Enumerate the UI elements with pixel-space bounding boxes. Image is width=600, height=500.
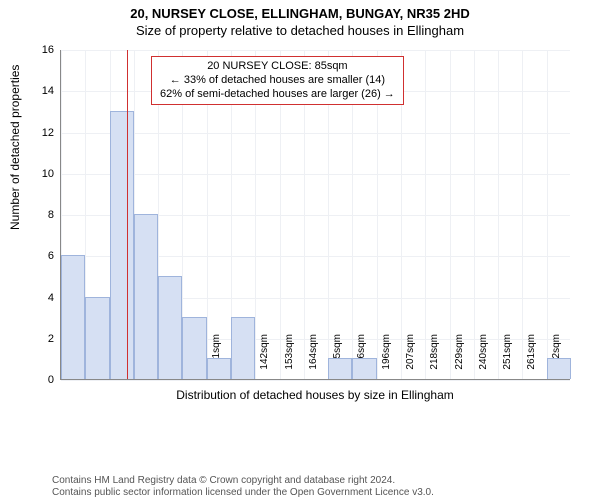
histogram-bar bbox=[110, 111, 134, 379]
gridline-h bbox=[61, 133, 570, 134]
title-subtitle: Size of property relative to detached ho… bbox=[0, 23, 600, 38]
ytick-label: 10 bbox=[24, 168, 54, 180]
callout-line: 62% of semi-detached houses are larger (… bbox=[160, 88, 395, 102]
title-block: 20, NURSEY CLOSE, ELLINGHAM, BUNGAY, NR3… bbox=[0, 0, 600, 38]
gridline-v bbox=[547, 50, 548, 379]
ytick-label: 12 bbox=[24, 127, 54, 139]
xtick-label: 164sqm bbox=[308, 334, 319, 384]
ytick-label: 16 bbox=[24, 44, 54, 56]
title-main: 20, NURSEY CLOSE, ELLINGHAM, BUNGAY, NR3… bbox=[0, 6, 600, 21]
footnote-line1: Contains HM Land Registry data © Crown c… bbox=[52, 475, 434, 487]
callout-box: 20 NURSEY CLOSE: 85sqm← 33% of detached … bbox=[151, 56, 404, 105]
histogram-bar bbox=[134, 214, 158, 379]
callout-line: ← 33% of detached houses are smaller (14… bbox=[160, 74, 395, 88]
gridline-v bbox=[474, 50, 475, 379]
histogram-bar bbox=[61, 255, 85, 379]
xtick-label: 251sqm bbox=[502, 334, 513, 384]
footnote-line2: Contains public sector information licen… bbox=[52, 487, 434, 499]
xtick-label: 153sqm bbox=[284, 334, 295, 384]
histogram-bar bbox=[182, 317, 206, 379]
xtick-label: 261sqm bbox=[526, 334, 537, 384]
gridline-v bbox=[522, 50, 523, 379]
xtick-label: 240sqm bbox=[478, 334, 489, 384]
xtick-label: 196sqm bbox=[381, 334, 392, 384]
gridline-v bbox=[450, 50, 451, 379]
plot-area: 024681012141656sqm67sqm78sqm88sqm99sqm11… bbox=[60, 50, 570, 380]
ytick-label: 2 bbox=[24, 333, 54, 345]
y-axis-label: Number of detached properties bbox=[8, 65, 22, 230]
gridline-v bbox=[425, 50, 426, 379]
xtick-label: 218sqm bbox=[429, 334, 440, 384]
histogram-bar bbox=[85, 297, 109, 380]
gridline-h bbox=[61, 174, 570, 175]
gridline-v bbox=[498, 50, 499, 379]
xtick-label: 142sqm bbox=[259, 334, 270, 384]
chart-area: 024681012141656sqm67sqm78sqm88sqm99sqm11… bbox=[60, 50, 570, 430]
ytick-label: 0 bbox=[24, 374, 54, 386]
x-axis-label: Distribution of detached houses by size … bbox=[60, 388, 570, 402]
ytick-label: 6 bbox=[24, 250, 54, 262]
ytick-label: 14 bbox=[24, 85, 54, 97]
callout-line: 20 NURSEY CLOSE: 85sqm bbox=[160, 60, 395, 74]
histogram-bar bbox=[352, 358, 376, 379]
histogram-bar bbox=[328, 358, 352, 379]
xtick-label: 207sqm bbox=[405, 334, 416, 384]
reference-line bbox=[127, 50, 129, 379]
histogram-bar bbox=[158, 276, 182, 379]
histogram-bar bbox=[207, 358, 231, 379]
xtick-label: 229sqm bbox=[454, 334, 465, 384]
gridline-h bbox=[61, 50, 570, 51]
histogram-bar bbox=[231, 317, 255, 379]
ytick-label: 4 bbox=[24, 292, 54, 304]
histogram-bar bbox=[547, 358, 571, 379]
ytick-label: 8 bbox=[24, 209, 54, 221]
footnote: Contains HM Land Registry data © Crown c… bbox=[52, 475, 434, 498]
